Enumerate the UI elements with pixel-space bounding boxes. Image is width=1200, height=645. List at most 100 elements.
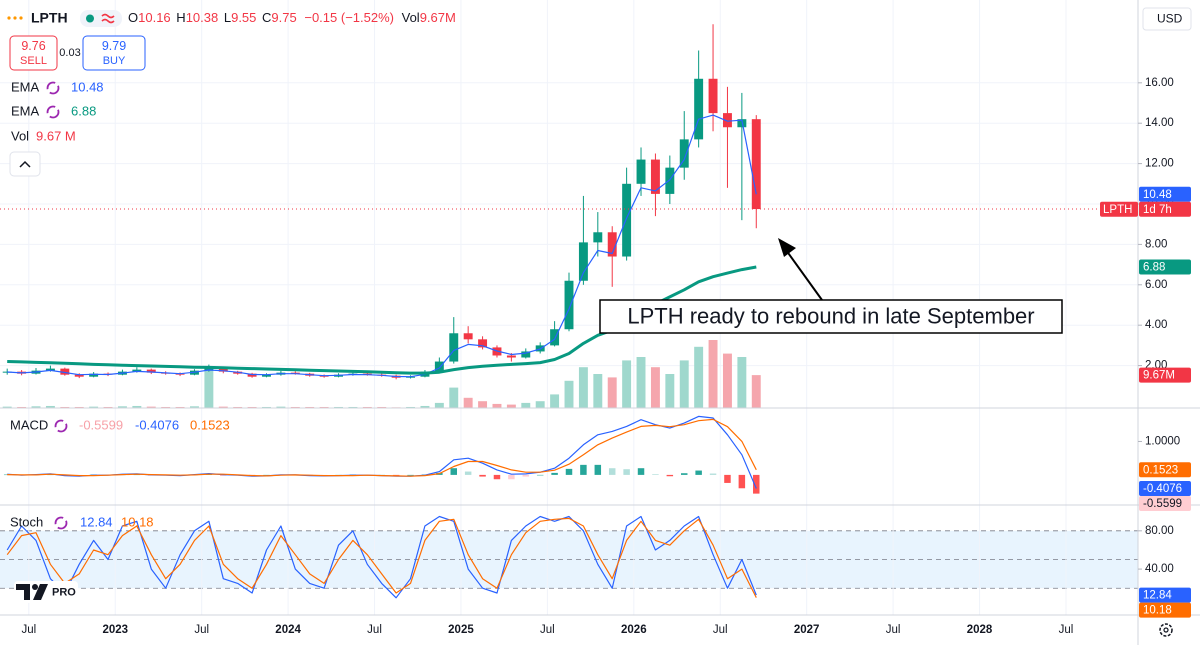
collapse-icon[interactable] — [19, 160, 31, 168]
volume-bar — [377, 406, 387, 408]
ohlc-label: O — [128, 10, 138, 25]
axis-tag-bg — [1139, 462, 1191, 478]
volume-bar — [521, 402, 531, 408]
buy-price[interactable]: 9.79 — [102, 39, 126, 53]
histogram-bar — [263, 474, 270, 476]
candle-body — [74, 374, 84, 377]
volume-bar — [60, 406, 70, 408]
volume-bar — [190, 406, 199, 408]
axis-tag-bg — [1139, 259, 1191, 275]
y-tick-label: 14.00 — [1145, 117, 1174, 129]
ema-tag: 10.48 — [1143, 189, 1172, 201]
histogram-bar — [536, 474, 544, 476]
histogram-bar — [753, 474, 760, 494]
volume-bar — [175, 406, 185, 408]
histogram-bar — [666, 474, 674, 477]
ohlc: O10.16 H10.38 L9.55 C9.75 −0.15 (−1.52%)… — [128, 10, 456, 25]
ohlc-label: H — [176, 10, 185, 25]
histogram-tag: -0.5599 — [1143, 498, 1182, 510]
candle-body — [521, 351, 531, 358]
y-tick-label: 80.00 — [1145, 525, 1174, 537]
volume-bar — [247, 406, 257, 408]
legend-name: MACD — [10, 417, 48, 432]
logo-mark — [32, 584, 38, 590]
volume-bar — [348, 406, 358, 408]
buy-button[interactable]: 9.79 BUY — [82, 35, 146, 71]
candle-body — [665, 167, 675, 194]
histogram-bar — [508, 474, 515, 480]
sell-box[interactable] — [9, 35, 58, 71]
labels: 2.004.006.008.0010.0012.0014.0016.0010.4… — [21, 77, 1191, 636]
histogram-bar — [479, 474, 486, 477]
logo-mark — [33, 584, 48, 600]
icon-dot — [19, 16, 23, 20]
volume-bar — [290, 406, 300, 408]
volume-bar — [276, 406, 286, 408]
buy-label[interactable]: BUY — [103, 55, 126, 67]
volume-bar — [564, 380, 574, 408]
histogram-bar — [47, 474, 54, 476]
axis-tag-bg — [1139, 481, 1191, 497]
settings-button[interactable] — [1159, 623, 1173, 637]
volume-bar — [607, 377, 617, 408]
x-tick-label: 2027 — [794, 624, 820, 636]
legend-name: EMA — [11, 103, 40, 118]
ema-tag: 6.88 — [1143, 262, 1165, 274]
axis-tag-bg — [1139, 186, 1191, 202]
legend-name: EMA — [11, 79, 40, 94]
volume-bar — [492, 403, 502, 408]
volume-bar — [636, 357, 646, 408]
sell-price[interactable]: 9.76 — [21, 39, 45, 53]
currency[interactable]: USD — [1157, 12, 1183, 26]
sell-button[interactable]: 9.76 SELL — [9, 35, 58, 71]
volume-bar — [117, 406, 127, 408]
collapse-button[interactable] — [9, 151, 41, 177]
volume-bar — [233, 406, 243, 408]
volume-bar — [737, 357, 747, 408]
annotation-arrowhead — [778, 238, 796, 257]
icon-dot — [7, 16, 11, 20]
candle-body — [463, 333, 473, 340]
volume-tag: 9.67M — [1143, 370, 1175, 382]
histogram-bar — [450, 468, 458, 475]
ohlc-value: 9.55 — [231, 10, 256, 25]
volume-bar — [17, 406, 27, 408]
histogram-bar — [407, 474, 414, 476]
candle-body — [650, 159, 660, 194]
volume-bar — [550, 394, 560, 408]
ohlc-label: C — [262, 10, 271, 25]
volume-bar — [506, 404, 516, 408]
x-tick-label: 2024 — [275, 624, 301, 636]
volume-bar — [218, 406, 228, 408]
candle-body — [679, 139, 689, 168]
ohlc-value: 10.16 — [138, 10, 171, 25]
grid — [0, 0, 1138, 615]
histogram-bar — [695, 470, 702, 475]
legend-value: -0.4076 — [135, 417, 179, 432]
signal-line — [7, 418, 757, 477]
x-tick-label: Jul — [1059, 624, 1074, 636]
volume-bar — [2, 406, 12, 408]
candle-body — [60, 368, 70, 375]
volume-bar — [146, 406, 156, 408]
volume-bar — [132, 405, 142, 408]
histogram-bar — [652, 474, 659, 475]
candle-body — [45, 368, 55, 371]
volume-label: Vol — [402, 10, 420, 25]
currency-button[interactable] — [1142, 7, 1192, 31]
x-tick-label: Jul — [540, 624, 555, 636]
volume-bar — [74, 406, 84, 408]
stoch-k-line — [6, 515, 757, 599]
y-tick-label: 4.00 — [1145, 319, 1167, 331]
volume-bar — [751, 375, 761, 408]
sell-label[interactable]: SELL — [20, 55, 47, 67]
settings-icon[interactable] — [1159, 623, 1173, 637]
legend-name: Stoch — [10, 514, 43, 529]
buy-box[interactable] — [82, 35, 146, 71]
macd-tag: -0.4076 — [1143, 483, 1182, 495]
volume-bar — [679, 360, 689, 408]
settings-icon[interactable] — [1163, 627, 1169, 633]
volume-bar — [434, 402, 444, 408]
candle-body — [593, 232, 603, 243]
